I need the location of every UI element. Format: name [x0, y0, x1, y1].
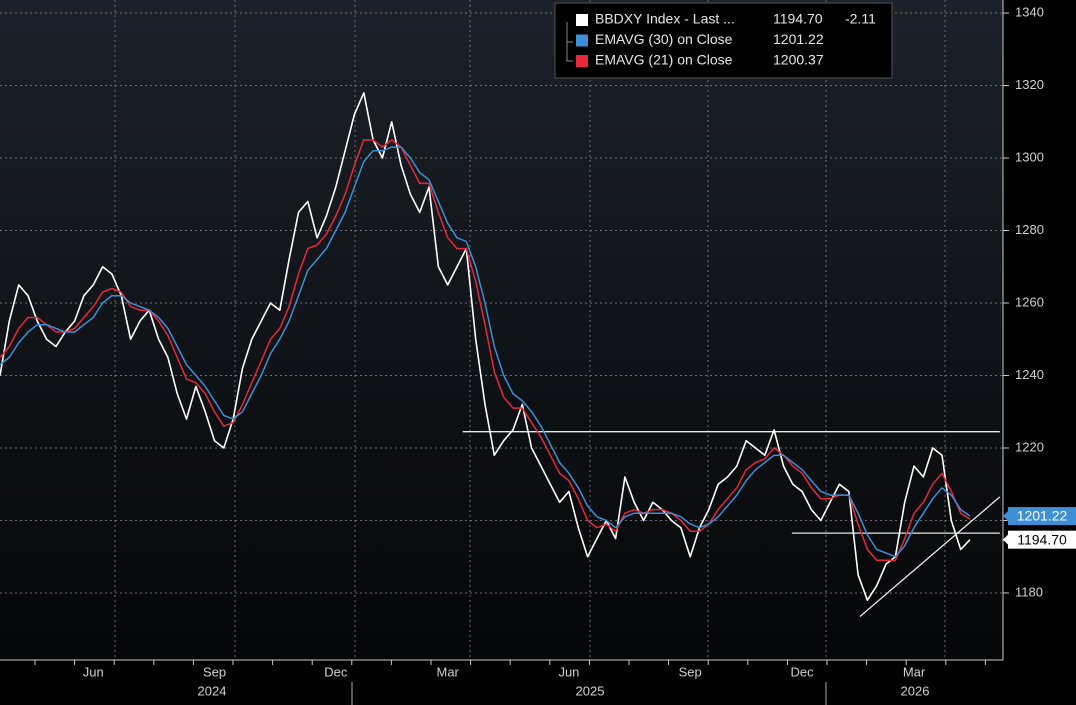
series-line — [0, 92, 971, 601]
y-tick-label: 1180 — [1015, 584, 1043, 599]
legend-label: BBDXY Index - Last ... — [595, 11, 735, 27]
x-group-label: 2026 — [901, 683, 930, 698]
legend-swatch — [576, 55, 588, 67]
value-tag — [1008, 530, 1076, 549]
value-tag-pointer — [1003, 510, 1009, 523]
x-tick-label: Jun — [83, 664, 104, 679]
plot-background — [0, 0, 1003, 660]
x-tick-label: Mar — [903, 664, 926, 679]
y-tick-label: 1260 — [1015, 294, 1044, 309]
x-tick-label: Mar — [436, 664, 459, 679]
x-tick-label: Jun — [558, 664, 579, 679]
x-group-label: 2024 — [198, 683, 227, 698]
value-tag — [1008, 507, 1076, 526]
y-tick-label: 1220 — [1015, 439, 1044, 454]
x-tick-label: Sep — [679, 664, 702, 679]
y-tick-label: 1240 — [1015, 367, 1044, 382]
y-tick-label: 1300 — [1015, 149, 1044, 164]
y-tick-label: 1340 — [1015, 4, 1044, 19]
series-line — [0, 146, 971, 558]
legend-box — [554, 2, 893, 79]
legend: BBDXY Index - Last ... 1194.70 -2.11 EMAVG … — [554, 2, 893, 79]
legend-value: 1194.70 — [773, 11, 823, 27]
legend-swatch — [576, 14, 588, 26]
legend-tree — [566, 22, 573, 62]
legend-label: EMAVG (30) on Close — [595, 31, 733, 47]
legend-change: -2.11 — [845, 11, 876, 27]
trend-line — [859, 496, 1001, 618]
grid-layer — [0, 0, 1003, 660]
legend-label: EMAVG (21) on Close — [595, 52, 733, 68]
legend-value: 1200.37 — [773, 52, 824, 68]
legend-value: 1201.22 — [773, 31, 824, 47]
y-tick-label: 1280 — [1015, 222, 1044, 237]
value-tag-label: 1194.70 — [1017, 531, 1067, 547]
series-line — [0, 139, 971, 562]
axis-background — [1003, 0, 1076, 705]
x-tick-label: Dec — [791, 664, 815, 679]
y-tick-label: 1320 — [1015, 77, 1044, 92]
legend-swatch — [576, 34, 588, 47]
value-tag-label: 1201.22 — [1017, 508, 1068, 524]
x-tick-label: Dec — [324, 664, 348, 679]
data-layer — [0, 92, 1001, 618]
x-tick-label: Sep — [203, 664, 226, 679]
x-group-label: 2025 — [576, 683, 605, 698]
value-tag-pointer — [1003, 533, 1009, 546]
